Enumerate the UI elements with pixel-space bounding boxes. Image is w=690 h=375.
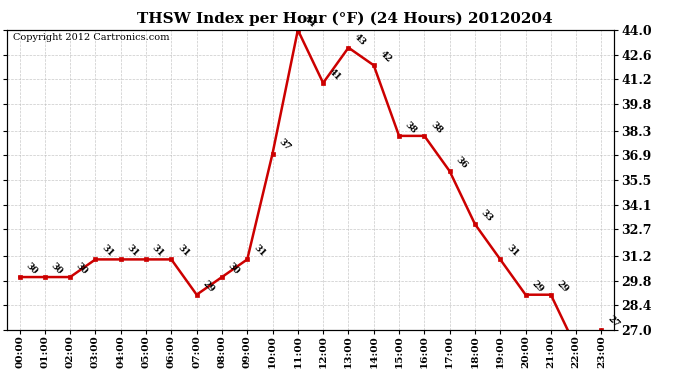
Text: 38: 38 <box>428 120 444 135</box>
Text: 38: 38 <box>403 120 419 135</box>
Text: THSW Index per Hour (°F) (24 Hours) 20120204: THSW Index per Hour (°F) (24 Hours) 2012… <box>137 11 553 26</box>
Text: 31: 31 <box>251 243 267 259</box>
Text: 31: 31 <box>175 243 191 259</box>
Text: 30: 30 <box>226 261 242 276</box>
Text: 41: 41 <box>327 67 343 82</box>
Text: 30: 30 <box>75 261 90 276</box>
Text: 42: 42 <box>378 50 393 64</box>
Text: 29: 29 <box>555 279 571 294</box>
Text: 36: 36 <box>454 155 469 170</box>
Text: 29: 29 <box>201 279 216 294</box>
Text: 31: 31 <box>504 243 520 259</box>
Text: 29: 29 <box>530 279 545 294</box>
Text: 37: 37 <box>277 138 292 153</box>
Text: 30: 30 <box>49 261 64 276</box>
Text: Copyright 2012 Cartronics.com: Copyright 2012 Cartronics.com <box>13 33 170 42</box>
Text: 31: 31 <box>99 243 115 259</box>
Text: 31: 31 <box>125 243 140 259</box>
Text: 43: 43 <box>353 32 368 47</box>
Text: 27: 27 <box>606 314 621 329</box>
Text: 33: 33 <box>479 208 495 224</box>
Text: 31: 31 <box>150 243 166 259</box>
Text: 30: 30 <box>23 261 39 276</box>
Text: 44: 44 <box>302 14 317 29</box>
Text: 26: 26 <box>0 374 1 375</box>
